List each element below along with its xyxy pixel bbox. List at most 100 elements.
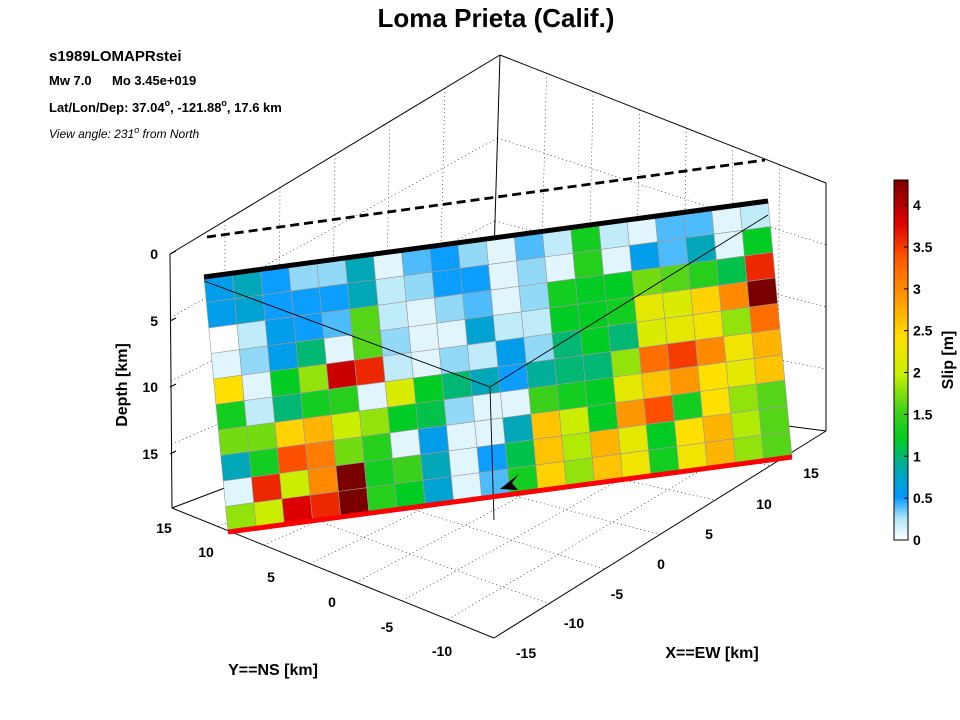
y-tick-label: 0	[328, 594, 336, 610]
fault-cell	[218, 425, 250, 456]
fault-cell	[417, 425, 450, 456]
fault-cell	[363, 458, 396, 489]
fault-cell	[685, 233, 717, 264]
chart-title: Loma Prieta (Calif.)	[378, 3, 615, 33]
fault-cell	[641, 369, 673, 400]
fault-cell	[210, 349, 243, 380]
fault-cell	[326, 359, 358, 390]
fault-cell	[758, 405, 790, 436]
fault-cell	[262, 290, 294, 321]
fault-cell	[302, 414, 334, 445]
fault-cell	[239, 345, 271, 376]
fault-cell	[335, 461, 367, 492]
fault-cell	[274, 418, 306, 449]
x-tick-label: -5	[611, 586, 624, 602]
colorbar-tick-label: 0	[913, 532, 921, 548]
fault-cell	[222, 476, 255, 507]
fault-cell	[272, 392, 304, 423]
fault-cell	[276, 443, 309, 474]
fault-cell	[723, 332, 755, 363]
fault-cell	[605, 296, 637, 327]
x-tick-label: -15	[516, 645, 536, 661]
x-tick-label: 0	[657, 556, 665, 572]
fault-cell	[669, 365, 701, 396]
fault-cell	[674, 416, 706, 447]
z-axis-label: Depth [km]	[114, 343, 131, 427]
fault-cell	[718, 281, 750, 312]
fault-cell	[403, 271, 435, 302]
fault-cell	[208, 323, 240, 354]
fault-cell	[666, 339, 699, 371]
fault-cell	[206, 298, 238, 329]
fault-cell	[279, 469, 311, 500]
fault-cell	[405, 297, 438, 328]
fault-cell	[347, 279, 379, 310]
y-tick-label: 15	[156, 520, 172, 536]
tick-mark	[169, 450, 177, 455]
y-tick-label: -5	[381, 619, 394, 635]
fault-cell	[243, 396, 276, 427]
fault-cell	[716, 255, 748, 286]
y-tick-label: 5	[267, 569, 275, 585]
location-lat: 37.04	[132, 100, 165, 115]
fault-cell	[631, 267, 663, 298]
box-edge-through	[203, 280, 491, 388]
fault-cell	[730, 409, 762, 440]
fault-cell	[307, 465, 339, 496]
fault-cell	[377, 301, 409, 332]
fault-cell	[215, 400, 247, 431]
lon-degree: o	[221, 98, 227, 108]
location-lon: -121.88	[177, 100, 221, 115]
location-depth: , 17.6 km	[227, 100, 282, 115]
fault-cell	[213, 374, 245, 405]
fault-cell	[546, 278, 579, 309]
x-tick-label: 15	[803, 465, 819, 481]
fault-cell	[236, 320, 268, 351]
fault-cell	[500, 388, 532, 419]
fault-cell	[695, 336, 727, 367]
tick-mark	[169, 250, 177, 255]
fault-cell	[629, 241, 661, 272]
fault-cell	[544, 252, 576, 283]
fault-cell	[554, 355, 586, 386]
fault-cell	[264, 316, 297, 347]
fault-cell	[502, 413, 534, 444]
fault-cell	[413, 373, 445, 404]
fault-cell	[692, 310, 724, 341]
fault-cell	[431, 267, 463, 299]
fault-cell	[603, 270, 635, 301]
fault-cell	[492, 311, 525, 342]
fault-cell	[267, 341, 299, 372]
fault-cell	[617, 424, 649, 455]
fault-cell	[600, 245, 633, 276]
fault-cell	[720, 306, 753, 337]
fault-cell	[549, 303, 581, 334]
fault-cell	[751, 328, 783, 359]
fault-cell	[575, 274, 607, 305]
fault-cell	[318, 283, 351, 314]
fault-cell	[657, 237, 689, 268]
fault-cell	[293, 312, 325, 343]
z-tick-label: 0	[150, 246, 158, 262]
fault-cell	[488, 260, 520, 291]
colorbar-tick-label: 2	[913, 365, 921, 381]
fault-cell	[490, 285, 522, 316]
fault-cell	[589, 428, 621, 459]
colorbar-label: Slip [m]	[940, 331, 957, 390]
fault-cell	[384, 377, 417, 408]
fault-cell	[582, 351, 614, 382]
fault-cell	[389, 428, 421, 459]
fault-cell	[297, 363, 330, 394]
colorbar	[893, 179, 909, 541]
fault-cell	[241, 371, 273, 402]
fault-cell	[741, 226, 774, 257]
fault-cell	[756, 379, 788, 410]
fault-cell	[746, 277, 778, 308]
fault-cell	[633, 292, 666, 323]
fault-top-edge	[203, 198, 769, 280]
fault-cell	[471, 391, 504, 422]
fault-cell	[728, 383, 760, 414]
fault-cell	[610, 347, 642, 378]
fault-cell	[528, 384, 560, 415]
